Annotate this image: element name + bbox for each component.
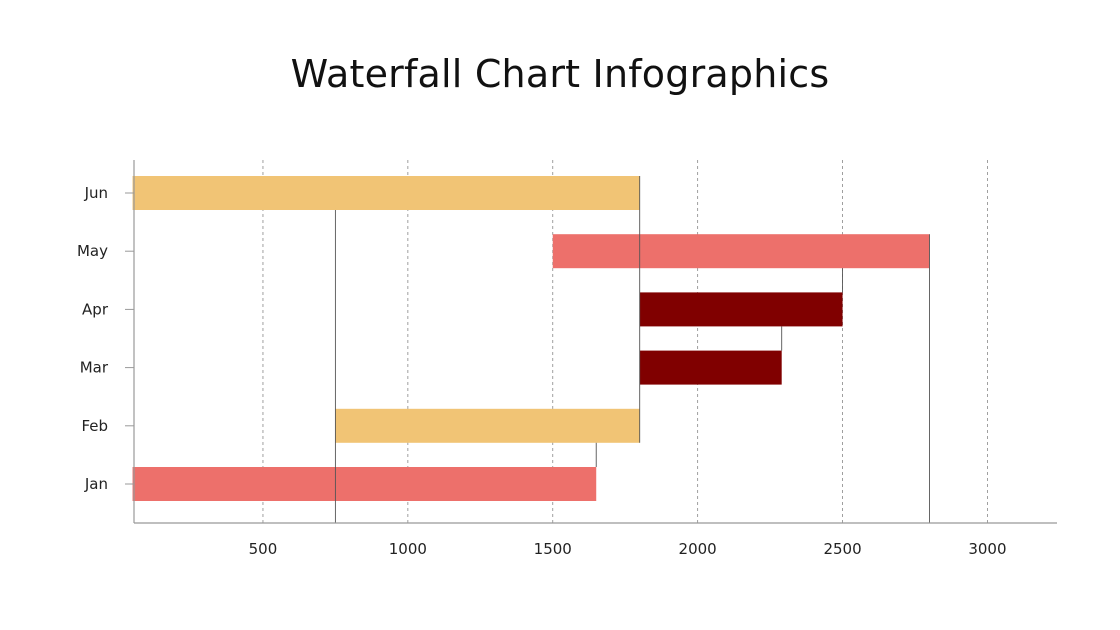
y-tick-label: Jun xyxy=(84,184,108,202)
y-tick-label: Feb xyxy=(81,417,108,435)
y-tick-label: Apr xyxy=(82,300,109,318)
bar-jun xyxy=(132,176,640,210)
y-tick-label: Mar xyxy=(80,359,109,377)
chart-title: Waterfall Chart Infographics xyxy=(290,52,830,96)
x-tick-label: 1000 xyxy=(389,540,427,558)
x-tick-label: 2000 xyxy=(679,540,717,558)
x-tick-label: 2500 xyxy=(823,540,861,558)
x-tick-label: 500 xyxy=(249,540,278,558)
bar-feb xyxy=(335,408,640,443)
bar-may xyxy=(552,234,930,269)
x-tick-label: 3000 xyxy=(968,540,1006,558)
bar-mar xyxy=(639,350,782,385)
bar-apr xyxy=(639,292,843,327)
x-tick-label: 1500 xyxy=(534,540,572,558)
y-tick-label: May xyxy=(77,242,108,260)
y-tick-label: Jan xyxy=(84,475,108,493)
bar-jan xyxy=(132,467,597,501)
